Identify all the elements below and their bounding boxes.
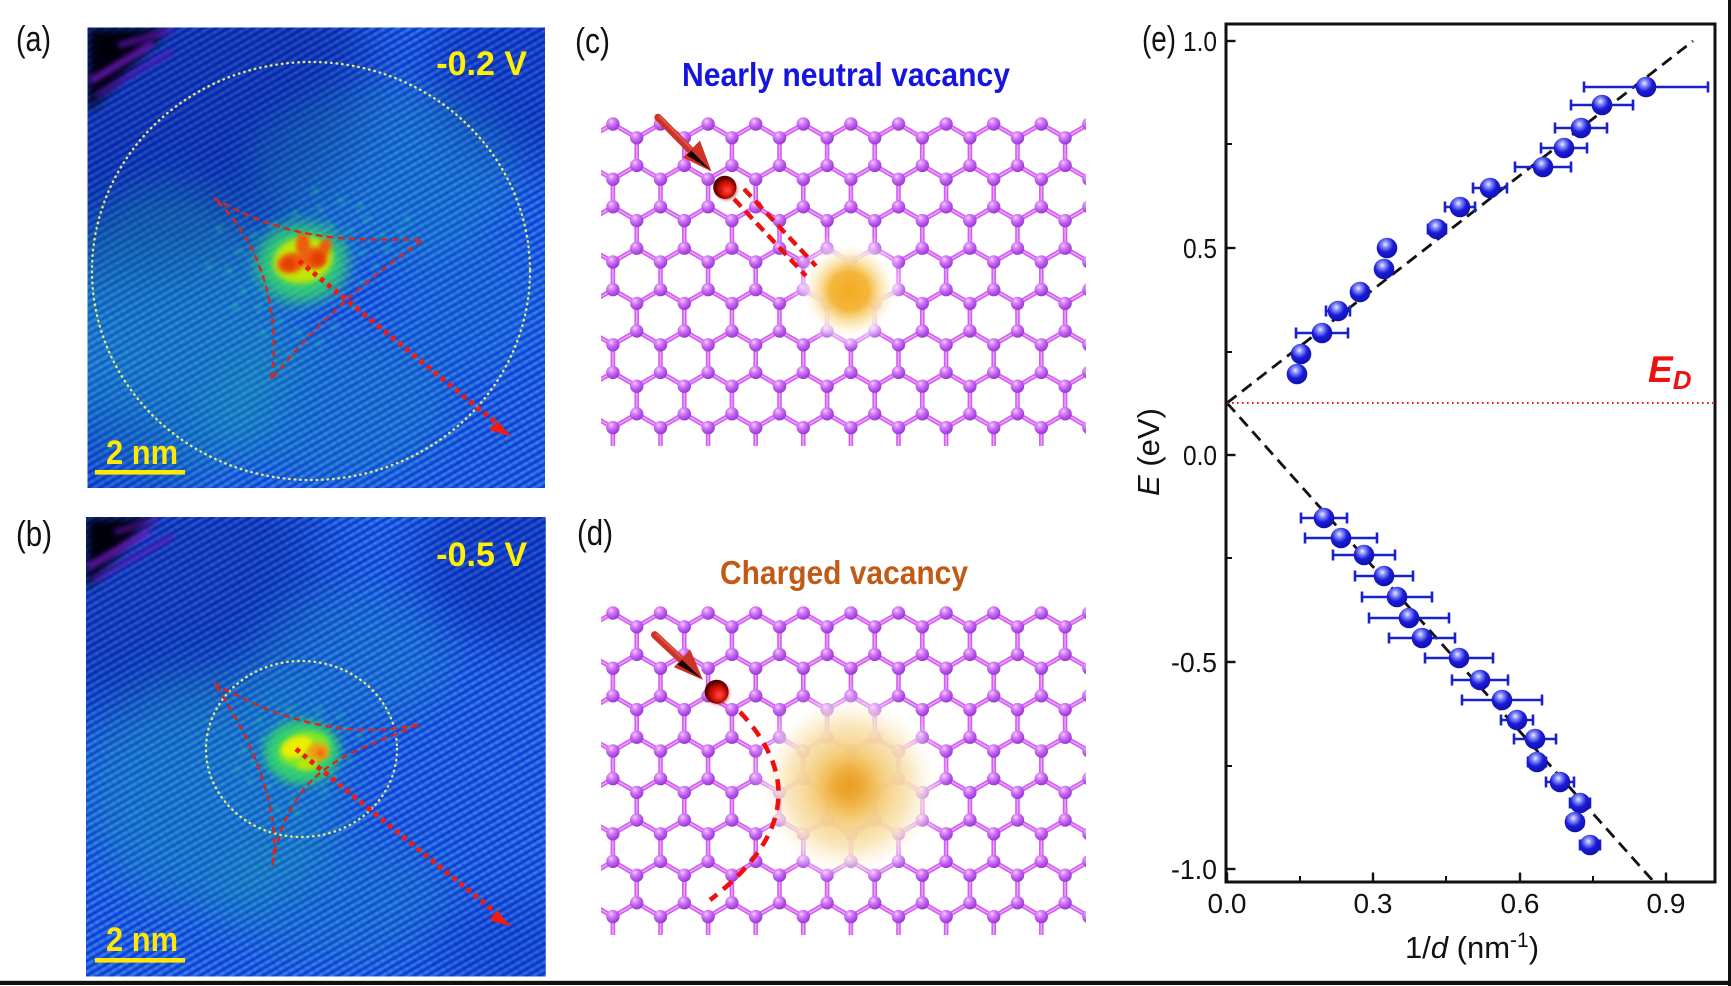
svg-text:-1.0: -1.0 (1171, 854, 1217, 885)
svg-text:0.5: 0.5 (1183, 233, 1217, 264)
svg-text:Nearly neutral vacancy: Nearly neutral vacancy (682, 56, 1011, 93)
svg-text:(e): (e) (1142, 18, 1176, 59)
svg-text:2 nm: 2 nm (106, 434, 178, 472)
svg-text:(c): (c) (575, 20, 610, 61)
svg-text:(a): (a) (16, 18, 51, 59)
svg-text:0.0: 0.0 (1208, 888, 1247, 919)
svg-text:-0.5: -0.5 (1171, 647, 1217, 678)
svg-text:0.0: 0.0 (1183, 440, 1217, 471)
svg-text:0.9: 0.9 (1647, 888, 1686, 919)
svg-text:Charged vacancy: Charged vacancy (720, 554, 969, 591)
svg-text:0.3: 0.3 (1354, 888, 1393, 919)
svg-text:0.6: 0.6 (1501, 888, 1540, 919)
svg-text:-0.5 V: -0.5 V (436, 536, 527, 574)
svg-text:(d): (d) (577, 512, 613, 553)
svg-text:(b): (b) (16, 513, 52, 554)
svg-text:2 nm: 2 nm (106, 921, 178, 959)
svg-text:1/d (nm-1): 1/d (nm-1) (1405, 929, 1539, 965)
svg-text:E (eV): E (eV) (1131, 408, 1166, 496)
svg-text:-0.2 V: -0.2 V (436, 45, 527, 83)
svg-text:1.0: 1.0 (1183, 26, 1217, 57)
